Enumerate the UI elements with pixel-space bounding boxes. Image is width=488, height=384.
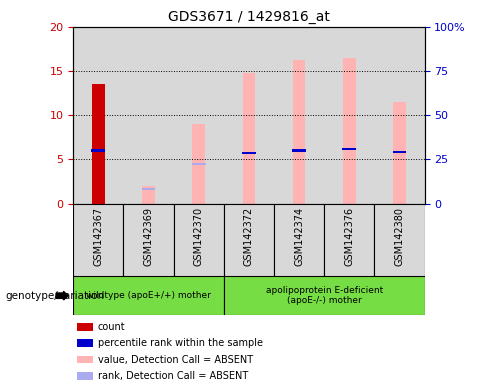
Text: GSM142369: GSM142369 (143, 207, 154, 266)
Text: GSM142372: GSM142372 (244, 207, 254, 266)
Bar (293, 60, 305, 204)
Bar (142, 186, 155, 204)
Bar (91, 149, 105, 152)
Bar (393, 102, 406, 204)
Bar (224, 27, 274, 204)
Bar (324, 204, 374, 276)
Bar (174, 27, 224, 204)
Bar (324, 27, 374, 204)
Bar (92, 84, 104, 204)
Text: genotype/variation: genotype/variation (5, 291, 104, 301)
Bar (77, 339, 93, 347)
Bar (374, 27, 425, 204)
Bar (142, 188, 155, 190)
Bar (192, 163, 205, 165)
Bar (374, 204, 425, 276)
Bar (274, 204, 324, 276)
Text: apolipoprotein E-deficient
(apoE-/-) mother: apolipoprotein E-deficient (apoE-/-) mot… (265, 286, 383, 305)
Text: rank, Detection Call = ABSENT: rank, Detection Call = ABSENT (98, 371, 248, 381)
Bar (224, 204, 274, 276)
Bar (343, 148, 356, 150)
Bar (73, 27, 123, 204)
Bar (77, 356, 93, 363)
Bar (123, 27, 174, 204)
Text: GSM142376: GSM142376 (344, 207, 354, 266)
Bar (192, 124, 205, 204)
Bar (123, 204, 174, 276)
Bar (73, 276, 224, 315)
Text: count: count (98, 322, 125, 332)
Bar (77, 323, 93, 331)
Bar (242, 152, 256, 154)
Bar (274, 27, 324, 204)
Bar (292, 149, 306, 152)
Bar (174, 204, 224, 276)
Bar (73, 204, 123, 276)
Bar (243, 73, 255, 204)
Text: GSM142367: GSM142367 (93, 207, 103, 266)
Text: GSM142370: GSM142370 (194, 207, 203, 266)
Text: wildtype (apoE+/+) mother: wildtype (apoE+/+) mother (86, 291, 211, 300)
Title: GDS3671 / 1429816_at: GDS3671 / 1429816_at (168, 10, 330, 25)
Bar (224, 276, 425, 315)
Text: value, Detection Call = ABSENT: value, Detection Call = ABSENT (98, 354, 253, 364)
Text: GSM142374: GSM142374 (294, 207, 304, 266)
Text: GSM142380: GSM142380 (394, 207, 405, 266)
Bar (392, 151, 407, 153)
Bar (343, 58, 356, 204)
Text: percentile rank within the sample: percentile rank within the sample (98, 338, 263, 348)
Bar (77, 372, 93, 380)
